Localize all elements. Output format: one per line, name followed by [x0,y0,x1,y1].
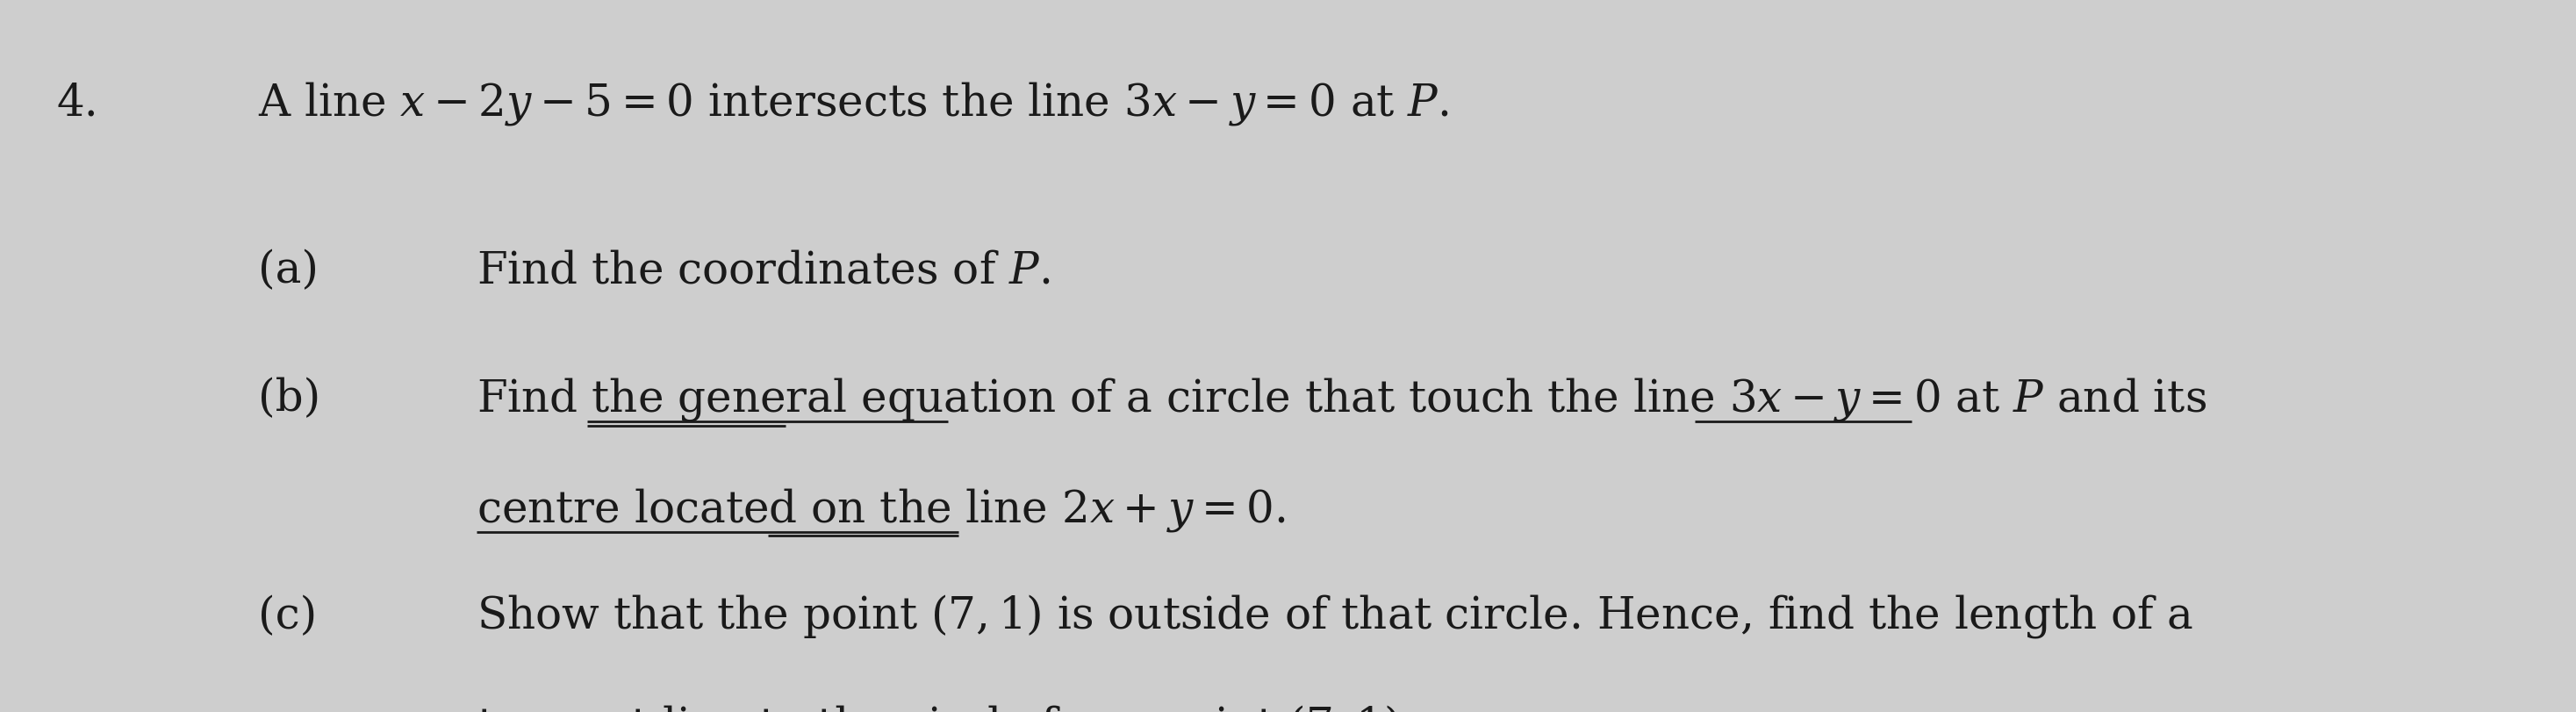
Text: (c): (c) [258,595,317,637]
Text: Show that the point $(7,1)$ is outside of that circle. Hence, find the length of: Show that the point $(7,1)$ is outside o… [477,592,2195,639]
Text: Find the coordinates of $P$.: Find the coordinates of $P$. [477,249,1051,292]
Text: centre located on the line $2x+y=0$.: centre located on the line $2x+y=0$. [477,486,1285,533]
Text: Find the general equation of a circle that touch the line $3x-y=0$ at $P$ and it: Find the general equation of a circle th… [477,375,2208,422]
Text: tangent line to the circle from point $(7,1)$.: tangent line to the circle from point $(… [477,703,1412,712]
Text: A line $x-2y-5=0$ intersects the line $3x-y=0$ at $P$.: A line $x-2y-5=0$ intersects the line $3… [258,80,1448,127]
Text: (a): (a) [258,249,319,292]
Text: (b): (b) [258,377,319,420]
Text: 4.: 4. [57,82,98,125]
